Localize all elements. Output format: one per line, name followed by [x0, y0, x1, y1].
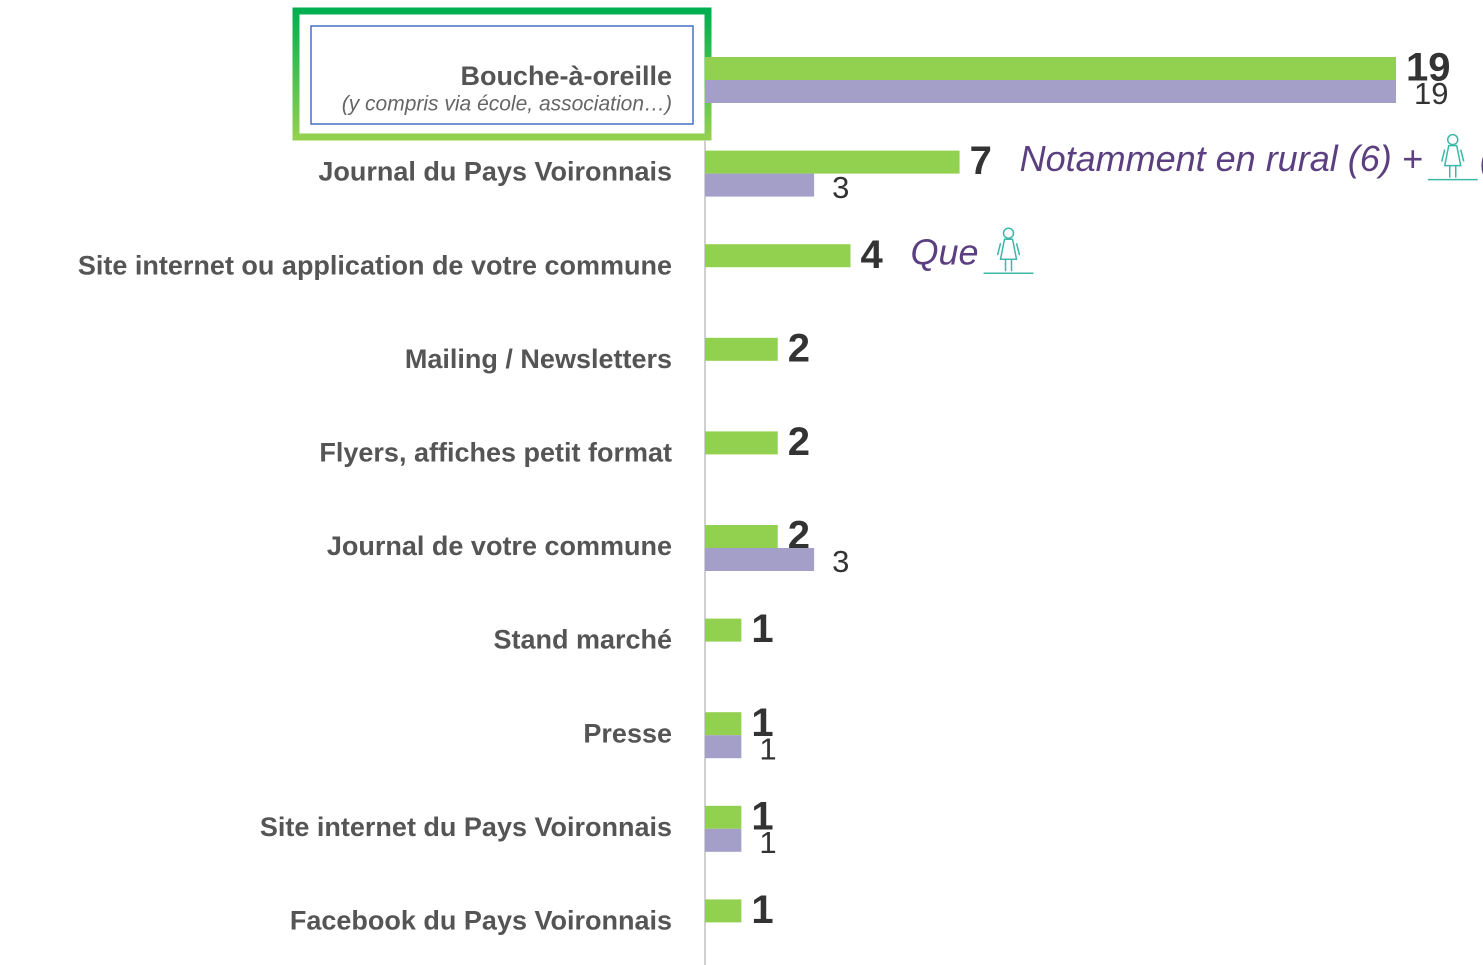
bar — [705, 618, 742, 642]
value-label: 2 — [788, 326, 810, 370]
value-label: 19 — [1414, 76, 1448, 111]
bar — [705, 244, 851, 268]
value-label: 1 — [751, 701, 773, 745]
category-label: Journal du Pays Voironnais — [318, 157, 672, 187]
value-label: 4 — [860, 233, 883, 277]
bar — [705, 57, 1396, 80]
bar — [705, 712, 742, 736]
woman-icon — [1426, 133, 1479, 181]
category-label: Site internet ou application de votre co… — [78, 250, 672, 280]
value-label: 3 — [832, 170, 849, 205]
value-label: 1 — [751, 794, 773, 838]
bar — [705, 525, 778, 548]
bar — [705, 150, 960, 174]
category-label: Stand marché — [493, 625, 672, 655]
category-label: Bouche-à-oreille — [460, 61, 672, 91]
category-label: Presse — [583, 718, 672, 748]
value-label: 2 — [788, 420, 810, 464]
bar — [705, 899, 742, 923]
value-label: 7 — [970, 139, 992, 183]
value-label: 1 — [751, 607, 773, 651]
value-label: 19 — [1406, 46, 1451, 90]
value-label: 3 — [832, 544, 849, 579]
bar — [705, 337, 778, 361]
category-label: Flyers, affiches petit format — [319, 438, 672, 468]
annotation: Que — [910, 232, 978, 273]
bar — [705, 80, 1396, 103]
woman-icon — [982, 227, 1035, 274]
category-note: (y compris via école, association…) — [342, 93, 672, 116]
value-label: 1 — [759, 825, 776, 860]
annotation: Notamment en rural (6) + — [1020, 138, 1423, 179]
category-label: Journal de votre commune — [327, 531, 672, 561]
category-label: Mailing / Newsletters — [405, 344, 672, 374]
bar — [705, 173, 815, 197]
annotation: (5) — [1480, 138, 1483, 179]
category-label: Site internet du Pays Voironnais — [260, 812, 672, 842]
value-label: 1 — [751, 888, 773, 932]
bar — [705, 805, 742, 829]
value-label: 2 — [788, 514, 810, 558]
plot: Bouche-à-oreille(y compris via école, as… — [78, 46, 1483, 936]
bar — [705, 828, 742, 852]
highlight-inner — [310, 25, 694, 125]
bar — [705, 431, 778, 455]
bar — [705, 735, 742, 759]
bar — [705, 548, 815, 571]
category-label: Facebook du Pays Voironnais — [290, 906, 672, 936]
value-label: 1 — [759, 731, 776, 766]
